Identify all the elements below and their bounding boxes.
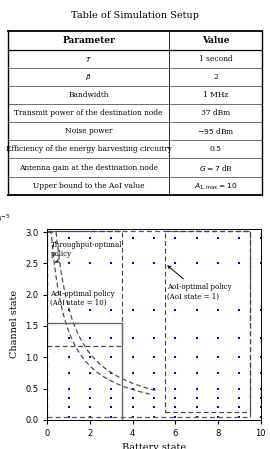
Text: Bandwidth: Bandwidth bbox=[69, 91, 109, 99]
Text: 1 MHz: 1 MHz bbox=[203, 91, 228, 99]
Text: $T$: $T$ bbox=[85, 55, 92, 64]
Text: 0.5: 0.5 bbox=[210, 145, 222, 154]
Text: Efficiency of the energy harvesting circuitry: Efficiency of the energy harvesting circ… bbox=[6, 145, 172, 154]
Text: Transmit power of the destination node: Transmit power of the destination node bbox=[15, 110, 163, 117]
X-axis label: Battery state: Battery state bbox=[122, 444, 186, 449]
Text: 37 dBm: 37 dBm bbox=[201, 110, 230, 117]
Text: $G=7$ dB: $G=7$ dB bbox=[199, 163, 233, 172]
Text: Value: Value bbox=[202, 36, 230, 45]
Text: $\beta$: $\beta$ bbox=[85, 72, 92, 82]
Text: 1 second: 1 second bbox=[199, 55, 232, 63]
Text: AoI-optimal policy
(AoI state = 10): AoI-optimal policy (AoI state = 10) bbox=[50, 290, 114, 307]
Text: $A_{1,\max}=10$: $A_{1,\max}=10$ bbox=[194, 180, 237, 190]
Text: Table of Simulation Setup: Table of Simulation Setup bbox=[71, 11, 199, 20]
Text: Parameter: Parameter bbox=[62, 36, 115, 45]
Text: 2: 2 bbox=[213, 73, 218, 81]
Text: Antenna gain at the destination node: Antenna gain at the destination node bbox=[19, 163, 158, 172]
Text: Noise power: Noise power bbox=[65, 128, 112, 136]
Text: AoI-optimal policy
(AoI state = 1): AoI-optimal policy (AoI state = 1) bbox=[167, 266, 231, 301]
Y-axis label: Channel state: Channel state bbox=[11, 291, 19, 358]
Text: $\times10^{-5}$: $\times10^{-5}$ bbox=[0, 213, 11, 225]
Text: Upper bound to the AoI value: Upper bound to the AoI value bbox=[33, 181, 144, 189]
Text: Throughput-optimal
policy: Throughput-optimal policy bbox=[50, 241, 122, 262]
Text: $-95$ dBm: $-95$ dBm bbox=[197, 127, 234, 136]
